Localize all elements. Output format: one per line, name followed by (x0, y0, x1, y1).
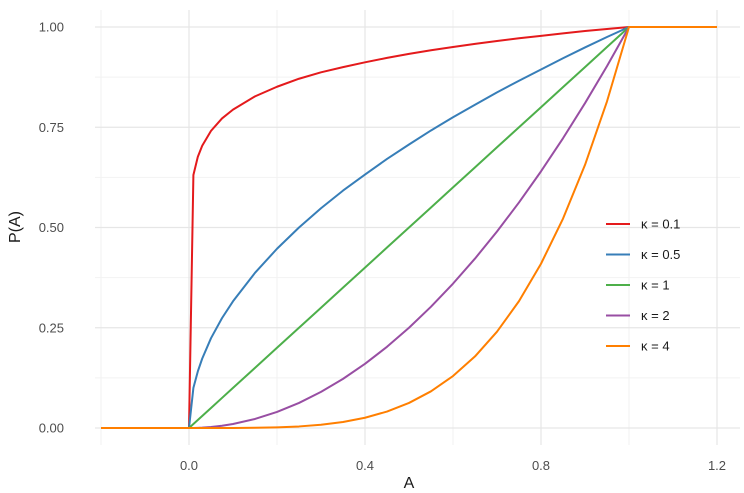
series-line (101, 26, 717, 429)
y-tick-label: 0.25 (39, 320, 64, 335)
y-tick-label: 0.50 (39, 220, 64, 235)
x-axis-tick-labels: 0.0 0.4 0.8 1.2 (180, 458, 726, 473)
legend-label: κ = 2 (641, 308, 670, 323)
x-axis-title: A (404, 475, 415, 492)
legend: κ = 0.1 κ = 0.5 κ = 1 κ = 2 κ = 4 (606, 217, 680, 354)
y-tick-label: 1.00 (39, 20, 64, 35)
y-tick-label: 0.00 (39, 421, 64, 436)
y-axis-tick-labels: 0.00 0.25 0.50 0.75 1.00 (39, 20, 64, 436)
x-tick-label: 0.0 (180, 458, 198, 473)
minor-grid (95, 10, 740, 445)
legend-label: κ = 0.5 (641, 247, 680, 262)
x-tick-label: 0.4 (356, 458, 374, 473)
series-line (101, 26, 717, 429)
series-line (101, 26, 717, 429)
x-tick-label: 1.2 (708, 458, 726, 473)
series-line (101, 26, 717, 429)
major-grid (95, 10, 740, 445)
legend-label: κ = 0.1 (641, 217, 680, 232)
series-lines (101, 26, 717, 429)
y-axis-title: P(A) (7, 211, 24, 243)
legend-label: κ = 1 (641, 278, 670, 293)
y-tick-label: 0.75 (39, 120, 64, 135)
legend-label: κ = 4 (641, 339, 670, 354)
x-tick-label: 0.8 (532, 458, 550, 473)
